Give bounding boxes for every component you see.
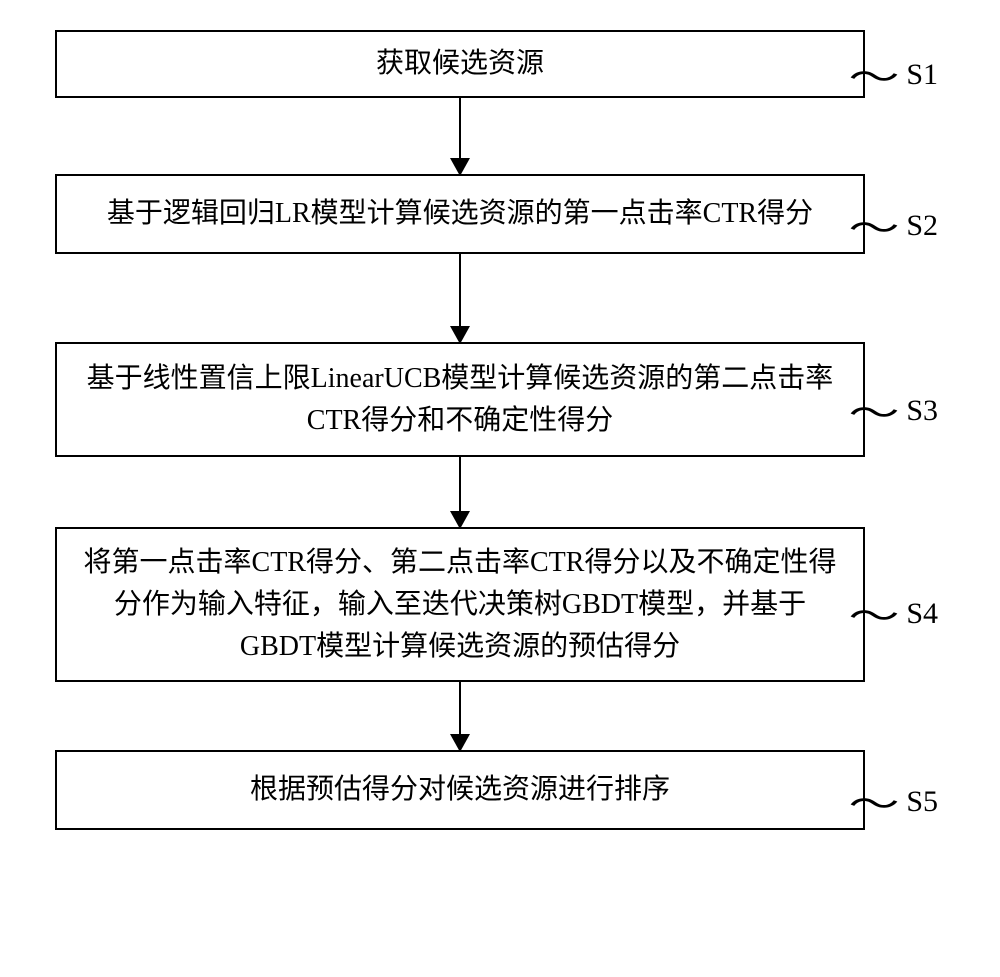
step-label: 〜 S4 xyxy=(857,589,938,638)
step-label-text: S3 xyxy=(906,394,938,428)
flowchart-step-box: 将第一点击率CTR得分、第二点击率CTR得分以及不确定性得分作为输入特征，输入至… xyxy=(55,527,865,682)
tilde-connector: 〜 xyxy=(849,386,900,435)
step-label-text: S5 xyxy=(906,785,938,819)
step-label-text: S1 xyxy=(906,58,938,92)
arrow-container xyxy=(55,457,865,527)
tilde-connector: 〜 xyxy=(849,50,900,99)
arrow-down-icon xyxy=(459,98,461,174)
step-label: 〜 S3 xyxy=(857,386,938,435)
flowchart-container: 获取候选资源 〜 S1 基于逻辑回归LR模型计算候选资源的第一点击率CTR得分 … xyxy=(55,30,945,830)
arrow-container xyxy=(55,682,865,750)
arrow-container xyxy=(55,98,865,174)
flowchart-step-box: 基于线性置信上限LinearUCB模型计算候选资源的第二点击率CTR得分和不确定… xyxy=(55,342,865,457)
step-text: 根据预估得分对候选资源进行排序 xyxy=(250,769,670,811)
step-text: 基于逻辑回归LR模型计算候选资源的第一点击率CTR得分 xyxy=(107,193,813,235)
arrow-container xyxy=(55,254,865,342)
step-text: 将第一点击率CTR得分、第二点击率CTR得分以及不确定性得分作为输入特征，输入至… xyxy=(77,542,843,668)
step-label-text: S2 xyxy=(906,209,938,243)
flowchart-step-box: 获取候选资源 〜 S1 xyxy=(55,30,865,98)
step-label-text: S4 xyxy=(906,597,938,631)
flowchart-step-box: 根据预估得分对候选资源进行排序 〜 S5 xyxy=(55,750,865,830)
arrow-down-icon xyxy=(459,254,461,342)
step-label: 〜 S1 xyxy=(857,50,938,99)
step-text: 获取候选资源 xyxy=(376,43,544,85)
arrow-down-icon xyxy=(459,457,461,527)
step-label: 〜 S2 xyxy=(857,201,938,250)
step-label: 〜 S5 xyxy=(857,777,938,826)
arrow-down-icon xyxy=(459,682,461,750)
tilde-connector: 〜 xyxy=(849,589,900,638)
flowchart-step-box: 基于逻辑回归LR模型计算候选资源的第一点击率CTR得分 〜 S2 xyxy=(55,174,865,254)
tilde-connector: 〜 xyxy=(849,201,900,250)
tilde-connector: 〜 xyxy=(849,777,900,826)
step-text: 基于线性置信上限LinearUCB模型计算候选资源的第二点击率CTR得分和不确定… xyxy=(77,358,843,442)
